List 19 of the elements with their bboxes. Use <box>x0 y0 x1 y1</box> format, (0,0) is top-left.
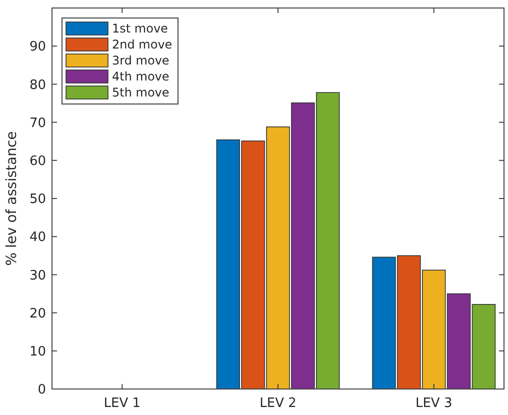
legend-label: 3rd move <box>112 54 170 68</box>
y-tick-label: 30 <box>29 268 46 284</box>
y-tick-label: 10 <box>29 344 46 360</box>
legend-label: 4th move <box>112 70 170 84</box>
x-tick-label: LEV 2 <box>260 396 296 411</box>
x-tick-label: LEV 3 <box>415 396 452 411</box>
y-tick-label: 80 <box>29 78 46 93</box>
y-tick-label: 0 <box>38 382 46 398</box>
y-tick-label: 60 <box>29 154 46 169</box>
legend-label: 5th move <box>112 86 170 100</box>
y-axis-title: % lev of assistance <box>4 131 20 266</box>
x-tick-label: LEV 1 <box>104 396 141 411</box>
y-tick-label: 70 <box>29 116 46 131</box>
legend-label: 1st move <box>112 22 168 36</box>
y-tick-label: 90 <box>29 40 46 55</box>
legend-label: 2nd move <box>112 38 172 52</box>
y-tick-label: 20 <box>29 306 46 322</box>
y-tick-label: 40 <box>29 230 46 246</box>
y-tick-label: 50 <box>29 192 46 208</box>
